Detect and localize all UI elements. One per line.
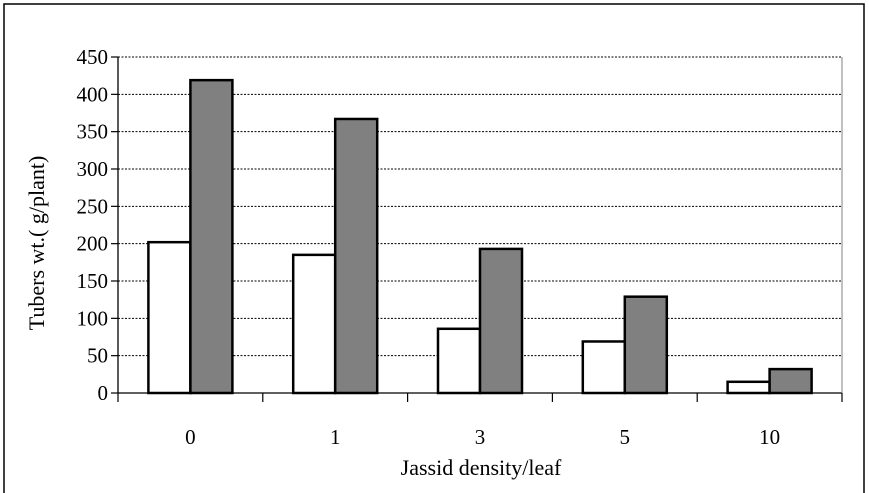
y-tick-label: 0 — [98, 381, 109, 405]
y-tick-label: 100 — [77, 306, 109, 330]
y-tick-labels: 0 50 100 150 200 250 300 350 400 450 — [77, 45, 109, 405]
x-tick-label: 5 — [620, 425, 631, 449]
bar — [768, 367, 813, 395]
y-tick-label: 250 — [77, 194, 109, 218]
bar — [581, 340, 627, 395]
y-tick-label: 50 — [87, 344, 108, 368]
y-tick-label: 150 — [77, 269, 109, 293]
bar — [333, 117, 379, 395]
y-tick-label: 400 — [77, 82, 109, 106]
bar — [436, 327, 482, 395]
y-tick-label: 350 — [77, 120, 109, 144]
bar — [147, 240, 192, 395]
y-tick-label: 300 — [77, 157, 109, 181]
grid-lines — [118, 56, 842, 357]
bar — [291, 253, 337, 395]
chart-border — [3, 3, 865, 493]
y-tick-label: 450 — [77, 45, 109, 69]
y-tick-label: 200 — [77, 232, 109, 256]
bar — [478, 247, 524, 395]
x-tick-labels: 0 1 3 5 10 — [185, 425, 780, 449]
y-axis-title: Tubers wt.( g/plant) — [24, 156, 49, 331]
bar — [623, 295, 669, 395]
x-tick-label: 3 — [475, 425, 486, 449]
x-axis-title: Jassid density/leaf — [401, 455, 562, 480]
x-tick-label: 0 — [185, 425, 196, 449]
bar — [726, 380, 771, 395]
bar — [189, 78, 234, 395]
bars — [147, 78, 813, 395]
x-tick-label: 1 — [330, 425, 341, 449]
x-tick-label: 10 — [759, 425, 780, 449]
axes — [111, 56, 843, 402]
